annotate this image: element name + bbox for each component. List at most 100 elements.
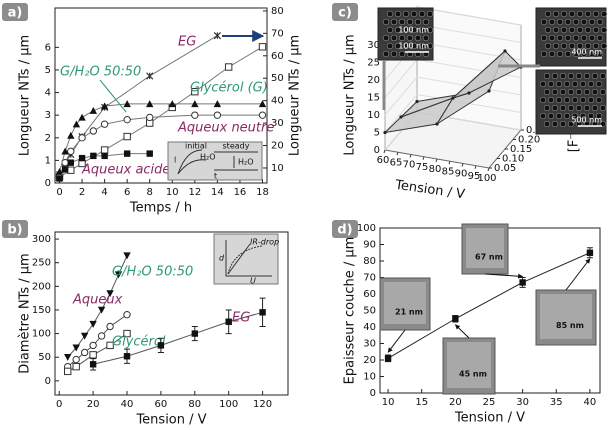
z-tick-label: 5: [374, 128, 380, 139]
z-tick-label: 15: [367, 93, 380, 104]
data-point: [100, 102, 109, 110]
pore: [386, 10, 394, 18]
y2-tick-label: 20: [271, 141, 284, 152]
x-tick-label: 80: [429, 164, 442, 175]
pore: [394, 10, 402, 18]
pore: [398, 34, 406, 42]
data-point: [191, 330, 198, 337]
data-point: [146, 150, 153, 157]
data-point: [100, 146, 109, 154]
pore: [576, 42, 584, 50]
pore: [563, 112, 571, 120]
data-point: [168, 100, 176, 108]
data-point: [64, 367, 72, 376]
z-tick-label: 20: [367, 75, 380, 86]
y-tick-label: 0.15: [510, 144, 532, 155]
x-axis-label: Tension / V: [135, 413, 206, 428]
surface-vertex: [435, 122, 439, 126]
data-point: [123, 329, 131, 338]
surface-vertex: [415, 99, 419, 104]
y-tick-label: 20: [363, 355, 376, 366]
y-tick-label: 60: [363, 289, 376, 300]
x-tick-label: 90: [455, 169, 468, 180]
series-label: Glycérol: [112, 335, 166, 350]
pore: [596, 34, 604, 42]
x-tick-label: 85: [442, 166, 455, 177]
x-tick-label: 40: [584, 397, 597, 408]
x-tick-label: 16: [234, 187, 247, 198]
pore: [559, 88, 567, 96]
pore: [418, 10, 426, 18]
series-label: EG: [178, 35, 196, 50]
sem-image: [535, 7, 607, 67]
data-point: [67, 166, 75, 174]
x-tick-label: 20: [449, 397, 462, 408]
pore: [568, 26, 576, 34]
pore: [579, 80, 587, 88]
data-point: [586, 249, 594, 256]
data-point: [61, 147, 69, 155]
pore: [414, 34, 422, 42]
x-tick-label: 25: [483, 397, 496, 408]
pore: [580, 18, 588, 26]
pore: [386, 42, 394, 50]
pore: [544, 42, 552, 50]
pore: [592, 10, 600, 18]
plot-frame: [54, 231, 289, 396]
data-point: [72, 120, 81, 128]
y-axis-label: Epaisseur couche / µm: [343, 237, 358, 385]
pore: [567, 72, 575, 80]
y-tick-label: 30: [363, 339, 376, 350]
data-point: [97, 306, 106, 314]
data-point: [259, 309, 266, 316]
y-tick-label: 1: [45, 155, 51, 166]
y2-axis-label: Longueur NTs / µm: [288, 35, 303, 156]
x-tick-label: 95: [468, 171, 481, 182]
pore: [584, 10, 592, 18]
y-tick-label: 70: [363, 273, 376, 284]
pore: [595, 112, 603, 120]
series-label: Glycérol (G): [190, 81, 268, 96]
series-line: [387, 252, 591, 359]
pore: [576, 26, 584, 34]
plot-frame: [54, 7, 268, 184]
x-tick: [396, 152, 399, 156]
y-tick-label: 0: [370, 388, 376, 399]
pore: [548, 18, 556, 26]
data-point: [89, 341, 97, 350]
pore: [567, 104, 575, 112]
x-tick-label: 60: [155, 399, 168, 410]
inset-lines: [214, 151, 258, 171]
inset-line: [227, 243, 251, 275]
pore: [583, 72, 591, 80]
pore: [567, 88, 575, 96]
pore: [544, 26, 552, 34]
pore: [543, 120, 551, 128]
pore: [567, 120, 575, 128]
panel-label-box: [2, 3, 28, 21]
y-tick-label: 0.10: [502, 154, 524, 165]
data-point: [67, 131, 75, 139]
x-tick: [474, 165, 477, 169]
pore: [552, 10, 560, 18]
pore: [588, 18, 596, 26]
data-point: [146, 100, 154, 108]
data-point: [213, 100, 222, 108]
data-point: [191, 87, 199, 96]
surface-vertex: [451, 96, 455, 100]
inset-text: U: [250, 277, 256, 286]
x-tick-label: 0: [56, 399, 62, 410]
pore: [575, 104, 583, 112]
x-tick-label: 40: [121, 399, 134, 410]
data-point: [61, 166, 69, 173]
data-point: [78, 154, 86, 162]
y2-tick-label: 80: [271, 6, 284, 17]
series-label: G/H₂O 50:50: [112, 265, 193, 280]
pore: [426, 10, 434, 18]
data-point: [100, 120, 109, 128]
pore: [575, 88, 583, 96]
pore: [552, 42, 560, 50]
pore: [543, 72, 551, 80]
pore: [571, 96, 579, 104]
y-tick-label: 0: [45, 376, 51, 387]
